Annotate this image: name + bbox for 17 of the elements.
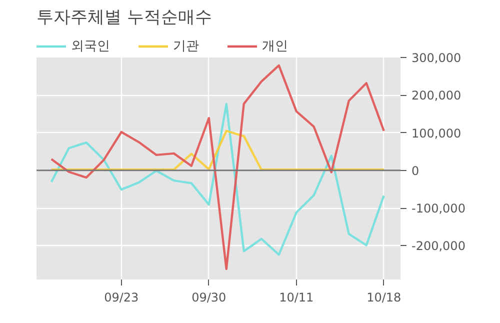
x-tick-label: 09/23	[104, 290, 139, 304]
legend-label: 기관	[173, 38, 199, 54]
line-series	[50, 130, 385, 171]
y-tick-label: 300,000	[412, 51, 462, 65]
y-tick-label: 100,000	[412, 126, 462, 140]
line-series	[50, 103, 385, 256]
legend-label: 개인	[262, 38, 288, 54]
x-tick-label: 09/30	[192, 290, 226, 304]
y-tick-label: 200,000	[412, 88, 462, 103]
x-tick-label: 10/18	[366, 290, 402, 304]
y-tick-label: -100,000	[412, 202, 466, 216]
chart-title: 투자주체별 누적순매수	[36, 8, 212, 28]
legend-label: 외국인	[71, 38, 110, 54]
y-tick-label: 0	[412, 164, 420, 178]
x-tick-label: 10/11	[279, 290, 314, 304]
line-series	[50, 64, 385, 270]
y-tick-label: -200,000	[412, 239, 466, 254]
